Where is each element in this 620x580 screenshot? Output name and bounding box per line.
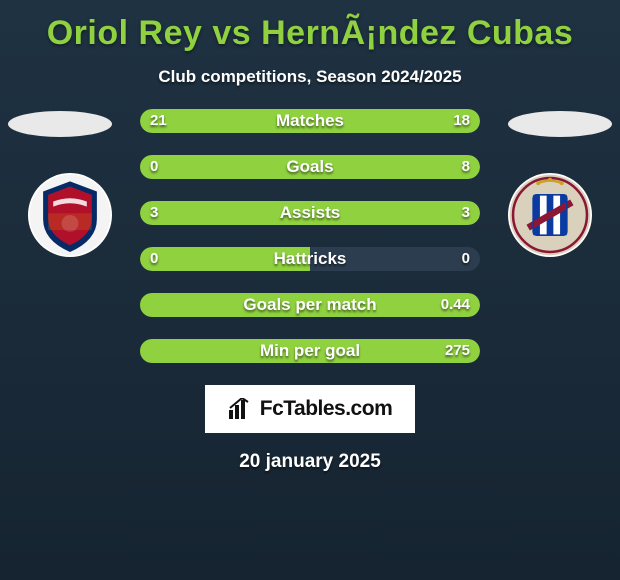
stat-row: 0Goals8 bbox=[140, 155, 480, 179]
player-left-club-badge bbox=[28, 173, 112, 257]
stat-label: Goals per match bbox=[140, 293, 480, 317]
stat-label: Assists bbox=[140, 201, 480, 225]
stat-value-right: 18 bbox=[453, 109, 470, 133]
page-subtitle: Club competitions, Season 2024/2025 bbox=[0, 67, 620, 87]
stat-row: 0Hattricks0 bbox=[140, 247, 480, 271]
stat-value-right: 0 bbox=[462, 247, 470, 271]
stat-value-right: 8 bbox=[462, 155, 470, 179]
stat-row: Min per goal275 bbox=[140, 339, 480, 363]
stat-row: 3Assists3 bbox=[140, 201, 480, 225]
levante-badge-icon bbox=[28, 173, 112, 257]
comparison-stage: 21Matches180Goals83Assists30Hattricks0Go… bbox=[0, 109, 620, 363]
player-right-avatar-placeholder bbox=[508, 111, 612, 137]
page-title: Oriol Rey vs HernÃ¡ndez Cubas bbox=[0, 0, 620, 53]
fctables-logo-icon bbox=[228, 398, 254, 420]
branding-text: FcTables.com bbox=[260, 397, 393, 421]
stat-value-right: 275 bbox=[445, 339, 470, 363]
stat-row: 21Matches18 bbox=[140, 109, 480, 133]
player-right-club-badge bbox=[508, 173, 592, 257]
date-footer: 20 january 2025 bbox=[0, 451, 620, 473]
player-left-avatar-placeholder bbox=[8, 111, 112, 137]
stat-label: Goals bbox=[140, 155, 480, 179]
stat-row: Goals per match0.44 bbox=[140, 293, 480, 317]
stat-label: Hattricks bbox=[140, 247, 480, 271]
stat-value-right: 3 bbox=[462, 201, 470, 225]
stat-bars: 21Matches180Goals83Assists30Hattricks0Go… bbox=[140, 109, 480, 363]
branding-box: FcTables.com bbox=[205, 385, 415, 433]
stat-label: Min per goal bbox=[140, 339, 480, 363]
deportivo-badge-icon bbox=[508, 173, 592, 257]
stat-label: Matches bbox=[140, 109, 480, 133]
stat-value-right: 0.44 bbox=[441, 293, 470, 317]
